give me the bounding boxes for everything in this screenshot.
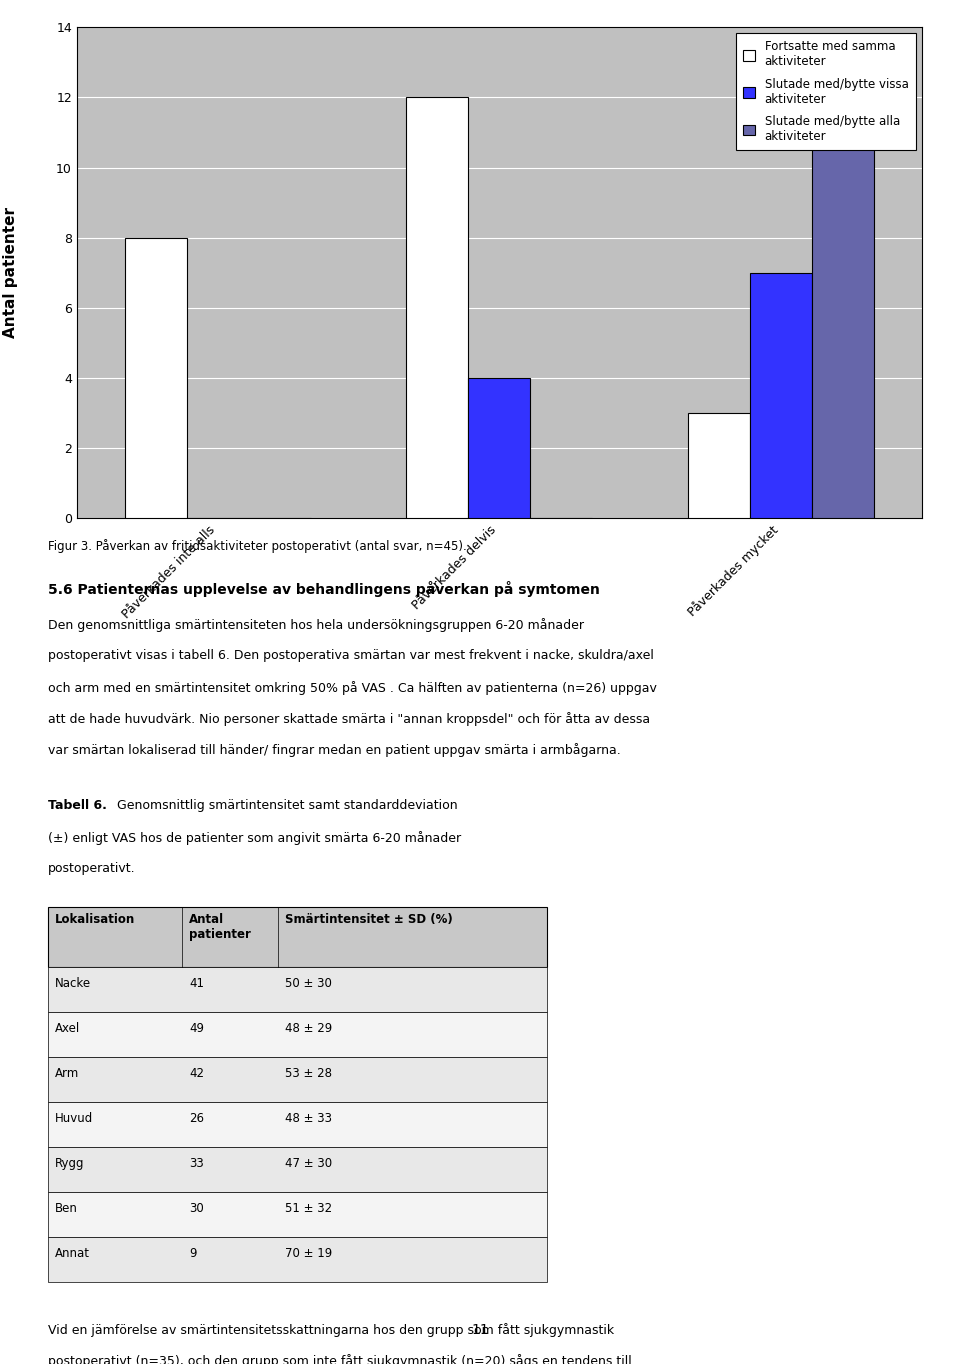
Bar (812, 132, 874, 518)
Text: 47 ± 30: 47 ± 30 (285, 1157, 332, 1170)
Text: 30: 30 (189, 1202, 204, 1215)
Text: 9: 9 (189, 1247, 197, 1260)
Text: postoperativt.: postoperativt. (48, 862, 135, 876)
Text: var smärtan lokaliserad till händer/ fingrar medan en patient uppgav smärta i ar: var smärtan lokaliserad till händer/ fin… (48, 743, 621, 757)
Text: och arm med en smärtintensitet omkring 50% på VAS . Ca hälften av patienterna (n: och arm med en smärtintensitet omkring 5… (48, 681, 657, 694)
Text: Lokalisation: Lokalisation (55, 913, 135, 926)
Bar (125, 237, 186, 518)
Text: Arm: Arm (55, 1067, 79, 1080)
Text: 48 ± 29: 48 ± 29 (285, 1022, 332, 1035)
Text: 53 ± 28: 53 ± 28 (285, 1067, 332, 1080)
Text: 48 ± 33: 48 ± 33 (285, 1112, 332, 1125)
Legend: Fortsatte med samma
aktiviteter, Slutade med/bytte vissa
aktiviteter, Slutade me: Fortsatte med samma aktiviteter, Slutade… (736, 33, 916, 150)
Text: 50 ± 30: 50 ± 30 (285, 977, 332, 990)
Text: Antal
patienter: Antal patienter (189, 913, 251, 941)
Text: att de hade huvudvärk. Nio personer skattade smärta i "annan kroppsdel" och för : att de hade huvudvärk. Nio personer skat… (48, 712, 650, 726)
Text: postoperativt visas i tabell 6. Den postoperativa smärtan var mest frekvent i na: postoperativt visas i tabell 6. Den post… (48, 649, 654, 663)
Text: Vid en jämförelse av smärtintensitetsskattningarna hos den grupp som fått sjukgy: Vid en jämförelse av smärtintensitetsska… (48, 1323, 614, 1337)
Text: Figur 3. Påverkan av fritidsaktiviteter postoperativt (antal svar, n=45).: Figur 3. Påverkan av fritidsaktiviteter … (48, 539, 467, 552)
Text: 5.6 Patienternas upplevelse av behandlingens påverkan på symtomen: 5.6 Patienternas upplevelse av behandlin… (48, 581, 600, 597)
Text: 11: 11 (471, 1323, 489, 1337)
Text: 42: 42 (189, 1067, 204, 1080)
Y-axis label: Antal patienter: Antal patienter (3, 207, 17, 338)
Bar (468, 378, 530, 518)
Text: Nacke: Nacke (55, 977, 91, 990)
Text: Huvud: Huvud (55, 1112, 93, 1125)
Text: 26: 26 (189, 1112, 204, 1125)
Bar (688, 413, 750, 518)
Text: Axel: Axel (55, 1022, 80, 1035)
Text: Rygg: Rygg (55, 1157, 84, 1170)
Text: Ben: Ben (55, 1202, 78, 1215)
Text: 49: 49 (189, 1022, 204, 1035)
Text: 41: 41 (189, 977, 204, 990)
Text: Den genomsnittliga smärtintensiteten hos hela undersökningsgruppen 6-20 månader: Den genomsnittliga smärtintensiteten hos… (48, 618, 584, 632)
Text: (±) enligt VAS hos de patienter som angivit smärta 6-20 månader: (±) enligt VAS hos de patienter som angi… (48, 831, 461, 844)
Text: postoperativt (n=35), och den grupp som inte fått sjukgymnastik (n=20) sågs en t: postoperativt (n=35), och den grupp som … (48, 1354, 632, 1364)
Text: 33: 33 (189, 1157, 204, 1170)
Bar (750, 273, 812, 518)
Text: Tabell 6.: Tabell 6. (48, 799, 107, 813)
Text: 51 ± 32: 51 ± 32 (285, 1202, 332, 1215)
Text: 70 ± 19: 70 ± 19 (285, 1247, 332, 1260)
Text: Genomsnittlig smärtintensitet samt standarddeviation: Genomsnittlig smärtintensitet samt stand… (113, 799, 458, 813)
Bar (406, 97, 468, 518)
Text: Smärtintensitet ± SD (%): Smärtintensitet ± SD (%) (285, 913, 453, 926)
Text: Annat: Annat (55, 1247, 89, 1260)
